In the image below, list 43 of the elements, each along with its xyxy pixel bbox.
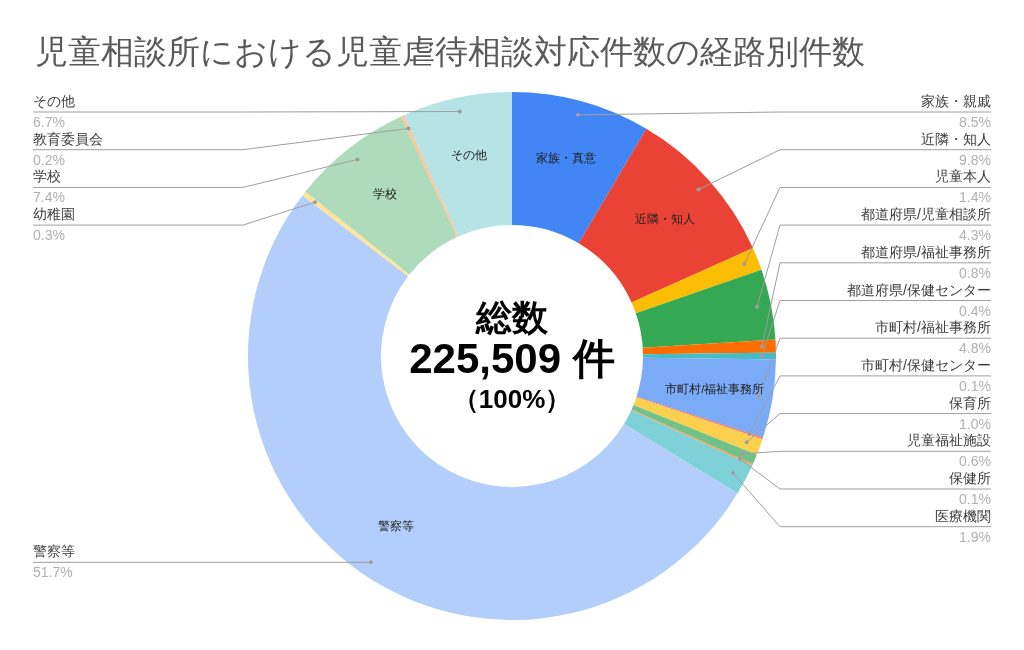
slice-label: 学校	[373, 188, 398, 201]
data-label: 0.2%	[33, 151, 65, 168]
slice-label: 児童福祉施設	[907, 432, 991, 449]
data-label: 4.3%	[959, 227, 991, 244]
slice-label: その他	[451, 149, 488, 163]
slice-label: 都道府県/保健センター	[847, 281, 991, 298]
data-label: 0.1%	[959, 377, 991, 394]
slice-label: 医療機関	[935, 507, 991, 524]
slice-label: 保育所	[949, 394, 991, 411]
data-label: 0.1%	[959, 491, 991, 507]
text: 225,509 件	[409, 335, 615, 382]
slice-label: 警察等	[377, 518, 414, 532]
slice-label: 都道府県/児童相談所	[861, 206, 991, 223]
data-label: 9.8%	[959, 151, 991, 168]
data-label: 4.8%	[959, 340, 991, 357]
text: 総数	[475, 297, 549, 338]
slice-label: 学校	[33, 168, 61, 185]
slice-label: 近隣・知人	[635, 213, 696, 226]
chart-title: 児童相談所における児童虐待相談対応件数の経路別件数	[35, 33, 865, 70]
data-label: 7.4%	[33, 189, 65, 206]
text: 家族・真意	[536, 151, 597, 164]
slice-label: 幼稚園	[33, 206, 75, 223]
slice-label: その他	[33, 93, 75, 109]
data-label: 0.3%	[33, 227, 65, 244]
slice-label: 市町村/福祉事務所	[875, 319, 991, 336]
data-label: 51.7%	[33, 564, 73, 581]
data-label: 1.4%	[959, 189, 991, 206]
slice-label: 近隣・知人	[921, 130, 991, 147]
data-label: 0.8%	[959, 264, 991, 281]
slice-label: 教育委員会	[33, 130, 103, 147]
slice-label: 保健所	[949, 470, 991, 486]
slice-label: 市町村/保健センター	[861, 356, 991, 373]
data-label: 0.4%	[959, 302, 991, 319]
slice-label: 都道府県/福祉事務所	[861, 243, 991, 260]
slice-label: 警察等	[33, 543, 75, 560]
data-label: 8.5%	[959, 114, 991, 130]
data-label: 1.9%	[959, 528, 991, 545]
text: （100%）	[452, 384, 572, 414]
slice-label: 家族・親戚	[921, 93, 991, 109]
slice-label: 市町村/福祉事務所	[665, 382, 765, 396]
data-label: 0.6%	[959, 453, 991, 470]
data-label: 1.0%	[959, 415, 991, 432]
slice-label: 児童本人	[935, 168, 991, 185]
